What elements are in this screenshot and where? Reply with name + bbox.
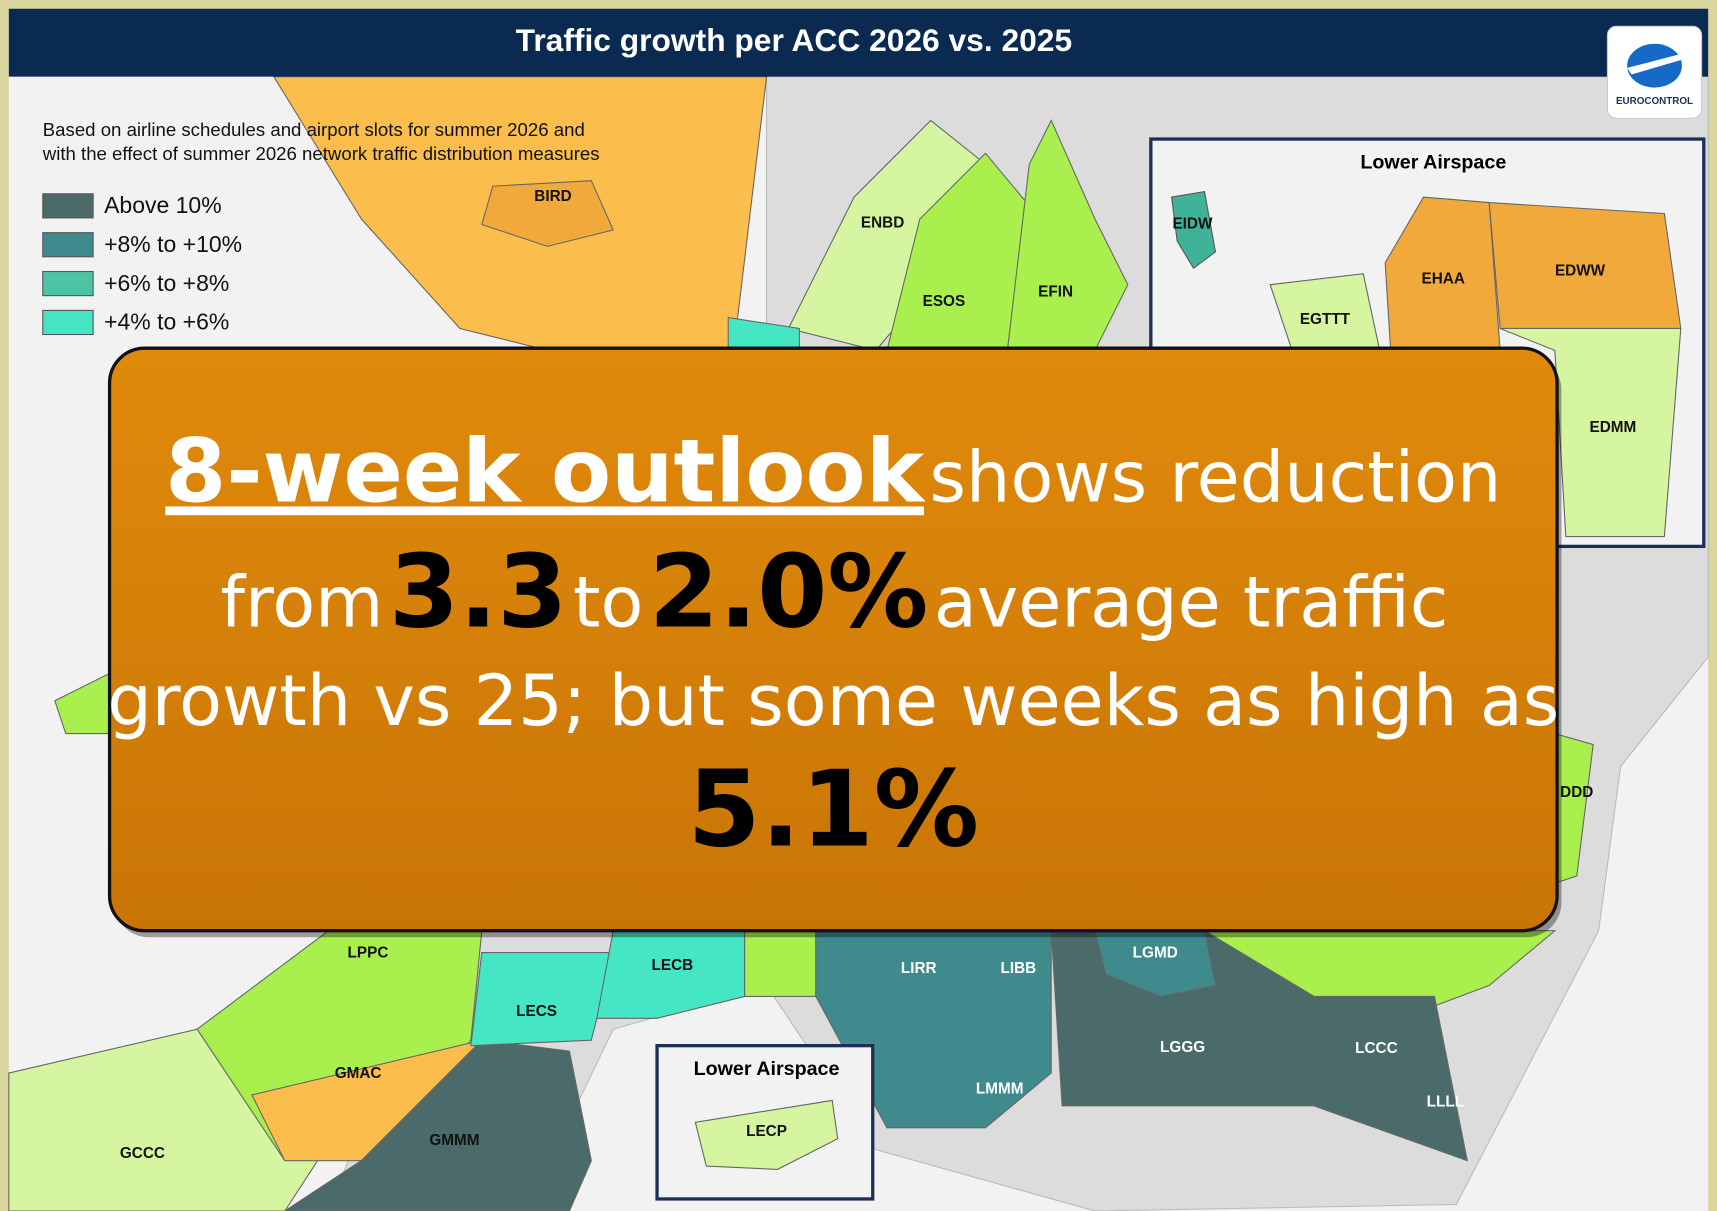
region-label: LLLL: [1427, 1094, 1464, 1111]
callout-text: to: [573, 561, 643, 643]
logo: EUROCONTROL: [1606, 25, 1703, 119]
region-label: LPPC: [348, 945, 389, 962]
region-label: LCCC: [1355, 1040, 1398, 1057]
callout-line: from 3.3 to 2.0% average traffic: [220, 533, 1448, 650]
region-label: GCCC: [120, 1145, 165, 1162]
legend-label: +4% to +6%: [104, 309, 229, 335]
region-label: EHAA: [1422, 270, 1465, 287]
region-label: ESOS: [923, 293, 966, 310]
region-label: GMMM: [429, 1132, 479, 1149]
region-label: EFIN: [1038, 283, 1073, 300]
legend-label: +6% to +8%: [104, 270, 229, 296]
region-label: EIDW: [1172, 216, 1213, 233]
region-label: BIRD: [534, 188, 571, 205]
callout-text: shows reduction: [930, 436, 1502, 518]
region-label: LECP: [746, 1123, 787, 1140]
region-lfmm: [744, 930, 817, 997]
region-label: LECS: [516, 1003, 557, 1020]
region-lecs: [470, 952, 614, 1047]
legend-swatch: [42, 232, 94, 258]
subtitle: Based on airline schedules and airport s…: [43, 119, 585, 140]
inset-title: Lower Airspace: [1360, 151, 1506, 173]
callout-text: growth vs 25; but some weeks as high as: [107, 660, 1559, 742]
title: Traffic growth per ACC 2026 vs. 2025: [516, 22, 1072, 58]
region-label: ENBD: [861, 214, 904, 231]
region-label: EDMM: [1590, 419, 1637, 436]
region-labels: BIRD ENBD ESOS EFIN LPPC LECB LECS GMAC …: [120, 151, 1636, 1162]
legend-swatch: [42, 309, 94, 336]
region-label: LMMM: [976, 1081, 1024, 1098]
region-label: GMAC: [335, 1065, 382, 1082]
callout-line: 8-week outlook shows reduction: [165, 420, 1501, 522]
legend-label: Above 10%: [104, 192, 222, 218]
callout-value: 3.3: [389, 533, 567, 650]
legend-label: +8% to +10%: [104, 231, 242, 257]
region-label: LECB: [652, 957, 694, 974]
region-iceland: [481, 180, 614, 247]
region-label: LGGG: [1160, 1039, 1205, 1056]
regions: [8, 76, 1594, 1211]
callout-text: from: [220, 561, 383, 643]
callout: [107, 346, 1559, 933]
subtitle: with the effect of summer 2026 network t…: [42, 143, 600, 164]
legend-swatch: [42, 193, 94, 219]
region-label: DDD: [1560, 784, 1593, 801]
region-label: EGTTT: [1300, 311, 1351, 328]
callout-value: 5.1%: [688, 747, 980, 870]
region-gccc: [8, 1028, 319, 1211]
title-bar: [8, 8, 1709, 77]
region-gmmm: [283, 1039, 592, 1211]
region-label: LIBB: [1000, 960, 1036, 977]
legend: Above 10% +8% to +10% +6% to +8% +4% to +6%: [42, 192, 242, 336]
legend-swatch: [42, 270, 94, 297]
region-label: LIRR: [901, 960, 937, 977]
inset-south: [655, 1044, 875, 1201]
callout-text: average traffic: [934, 561, 1449, 643]
callout-value: 2.0%: [649, 533, 928, 650]
region-label: LGMD: [1133, 945, 1178, 962]
region-lccc: [1313, 995, 1469, 1162]
logo-text: EUROCONTROL: [1616, 96, 1693, 107]
inset-title: Lower Airspace: [694, 1058, 840, 1080]
callout-highlight: 8-week outlook: [165, 420, 925, 522]
region-label: EDWW: [1555, 263, 1606, 280]
